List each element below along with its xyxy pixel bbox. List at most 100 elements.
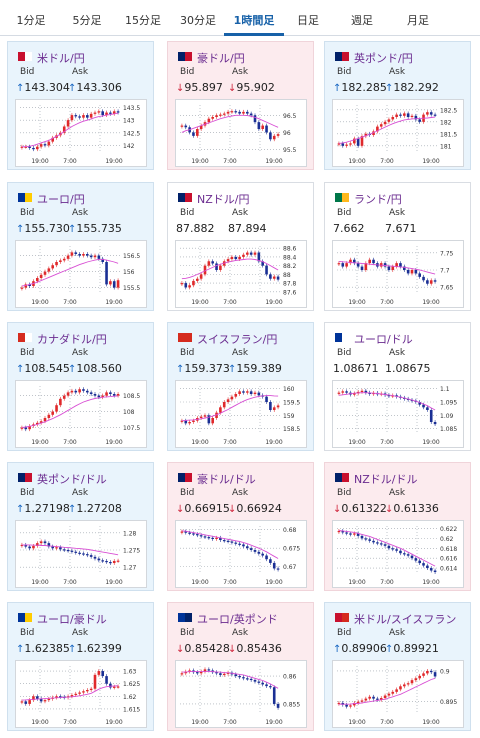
mini-chart[interactable]: 182.5 182 181.5 181 19:00 7:00 19:00 <box>332 99 464 167</box>
candle <box>238 111 241 114</box>
candle <box>341 143 345 146</box>
mini-chart[interactable]: 160 159.5 159 158.5 19:00 7:00 19:00 <box>175 380 307 448</box>
candle <box>433 114 437 116</box>
y-tick-label: 156.5 <box>123 253 140 260</box>
candle <box>105 560 108 563</box>
y-tick-label: 1.275 <box>123 548 140 555</box>
candle <box>192 132 195 136</box>
candle <box>109 112 112 114</box>
candle <box>265 396 268 402</box>
mini-chart[interactable]: 143.5 143 142.5 142 19:00 7:00 19:00 <box>15 99 147 167</box>
candle <box>62 126 66 133</box>
bid-label: Bid <box>180 628 195 638</box>
pair-name[interactable]: ランド/円 <box>354 193 402 206</box>
mini-chart[interactable]: 96.5 96 95.5 19:00 7:00 19:00 <box>175 99 307 167</box>
pair-name[interactable]: カナダドル/円 <box>37 333 107 346</box>
candle <box>86 254 89 256</box>
tab-weekly[interactable]: 週足 <box>351 14 373 27</box>
candle <box>246 111 249 114</box>
candle <box>203 415 207 417</box>
candle <box>222 540 226 542</box>
mini-chart[interactable]: 0.622 0.62 0.618 0.616 0.614 19:00 7:00 19:00 <box>332 520 464 588</box>
flag-icon <box>178 52 192 61</box>
candle <box>376 126 379 132</box>
tab-30min[interactable]: 30分足 <box>180 14 216 27</box>
tab-15min[interactable]: 15分足 <box>125 14 161 27</box>
rate-card-eur-gbp[interactable]: ユーロ/英ポンド Bid Ask ↓0.85428 ↓0.85436 0.86 0.855 1… <box>167 602 314 731</box>
tab-monthly[interactable]: 月足 <box>407 14 429 27</box>
candle <box>219 537 222 541</box>
pair-name[interactable]: ユーロ/円 <box>37 193 85 206</box>
x-tick-label: 19:00 <box>422 719 439 726</box>
pair-name[interactable]: ユーロ/豪ドル <box>37 613 107 626</box>
rate-card-aud-jpy[interactable]: 豪ドル/円 Bid Ask ↓95.897 ↓95.902 96.5 96 95.5 19:00… <box>167 41 314 170</box>
candle <box>39 698 43 702</box>
candle <box>59 260 62 262</box>
rate-card-chf-jpy[interactable]: スイスフラン/円 Bid Ask ↑159.373 ↑159.389 160 159.5 15… <box>167 322 314 451</box>
rate-card-zar-jpy[interactable]: ランド/円 Bid Ask 7.662 7.671 7.75 7.7 7.65 19:00 7:0… <box>324 182 471 311</box>
pair-name[interactable]: ユーロ/ドル <box>354 333 413 346</box>
rate-card-usd-jpy[interactable]: 米ドル/円 Bid Ask ↑143.304 ↑143.306 143.5 143 142.5… <box>7 41 154 170</box>
candle <box>89 688 93 690</box>
pair-name[interactable]: スイスフラン/円 <box>197 333 278 346</box>
mini-chart[interactable]: 156.5 156 155.5 19:00 7:00 19:00 <box>15 240 147 308</box>
mini-chart[interactable]: 0.68 0.675 0.67 19:00 7:00 19:00 <box>175 520 307 588</box>
candle <box>101 111 104 116</box>
mini-chart[interactable]: 108.5 108 107.5 19:00 7:00 19:00 <box>15 380 147 448</box>
rate-card-gbp-jpy[interactable]: 英ポンド/円 Bid Ask ↑182.285 ↑182.292 182.5 182 181.… <box>324 41 471 170</box>
pair-name[interactable]: 英ポンド/円 <box>354 52 413 65</box>
rate-card-cad-jpy[interactable]: カナダドル/円 Bid Ask ↑108.545 ↑108.560 108.5 108 107… <box>7 322 154 451</box>
candle <box>230 396 234 400</box>
rate-card-gbp-usd[interactable]: 英ポンド/ドル Bid Ask ↑1.27198 ↑1.27208 1.28 1.275 1.… <box>7 462 154 591</box>
candle <box>429 410 433 422</box>
candle <box>74 693 78 696</box>
mini-chart[interactable]: 0.86 0.855 19:00 7:00 19:00 <box>175 660 307 728</box>
mini-chart[interactable]: 88.6 88.4 88.2 88 87.8 87.6 19:00 7:00 19:00 <box>175 240 307 308</box>
rate-card-nzd-usd[interactable]: NZドル/ドル Bid Ask ↓0.61322 ↓0.61336 0.622 0.62 0.… <box>324 462 471 591</box>
candle <box>196 278 199 281</box>
rate-card-nzd-jpy[interactable]: NZドル/円 Bid Ask 87.882 87.894 88.6 88.4 88.2 88 87… <box>167 182 314 311</box>
bid-value: 0.66915 <box>184 502 230 515</box>
mini-chart[interactable]: 1.1 1.095 1.09 1.085 19:00 7:00 19:00 <box>332 380 464 448</box>
pair-name[interactable]: 米ドル/円 <box>37 52 85 65</box>
ask-price: ↑1.62399 <box>68 642 122 655</box>
ask-trend-arrow-icon: ↑ <box>228 364 237 375</box>
mini-chart[interactable]: 1.28 1.275 1.27 19:00 7:00 19:00 <box>15 520 147 588</box>
mini-chart[interactable]: 0.9 0.895 19:00 7:00 19:00 <box>332 660 464 728</box>
candle <box>39 421 43 423</box>
pair-name[interactable]: 豪ドル/ドル <box>197 473 256 486</box>
mini-chart[interactable]: 7.75 7.7 7.65 19:00 7:00 19:00 <box>332 240 464 308</box>
tab-1hour[interactable]: 1時間足 <box>233 14 275 27</box>
candle <box>337 392 341 394</box>
candle <box>368 259 371 264</box>
candle <box>429 112 433 115</box>
x-tick-label: 19:00 <box>191 299 208 306</box>
pair-name[interactable]: 英ポンド/ドル <box>37 473 107 486</box>
rate-card-eur-usd[interactable]: ユーロ/ドル Bid Ask 1.08671 1.08675 1.1 1.095 1.09 1.… <box>324 322 471 451</box>
candle <box>265 684 268 687</box>
tab-5min[interactable]: 5分足 <box>72 14 102 27</box>
rate-card-eur-aud[interactable]: ユーロ/豪ドル Bid Ask ↑1.62385 ↑1.62399 1.63 1.625 1.… <box>7 602 154 731</box>
pair-name[interactable]: ユーロ/英ポンド <box>197 613 278 626</box>
pair-name[interactable]: NZドル/ドル <box>354 473 418 486</box>
y-tick-label: 7.65 <box>440 285 454 292</box>
bid-price: ↓95.897 <box>176 81 223 94</box>
bid-value: 0.85428 <box>184 642 230 655</box>
rate-card-eur-jpy[interactable]: ユーロ/円 Bid Ask ↑155.730 ↑155.735 156.5 156 155.5… <box>7 182 154 311</box>
rate-card-aud-usd[interactable]: 豪ドル/ドル Bid Ask ↓0.66915 ↓0.66924 0.68 0.675 0.6… <box>167 462 314 591</box>
candle <box>276 405 280 408</box>
tab-daily[interactable]: 日足 <box>297 14 319 27</box>
rate-card-usd-chf[interactable]: 米ドル/スイスフラン Bid Ask ↑0.89906 ↑0.89921 0.9 0.895… <box>324 602 471 731</box>
candle <box>395 549 398 551</box>
candle <box>109 683 112 688</box>
pair-name[interactable]: 豪ドル/円 <box>197 52 245 65</box>
tab-1min[interactable]: 1分足 <box>16 14 46 27</box>
candle <box>207 118 211 123</box>
pair-name[interactable]: 米ドル/スイスフラン <box>354 613 457 626</box>
mini-chart[interactable]: 1.63 1.625 1.62 1.615 19:00 7:00 19:00 <box>15 660 147 728</box>
candle <box>24 146 28 148</box>
candle <box>414 270 418 274</box>
candle <box>418 675 421 679</box>
pair-name[interactable]: NZドル/円 <box>197 193 250 206</box>
